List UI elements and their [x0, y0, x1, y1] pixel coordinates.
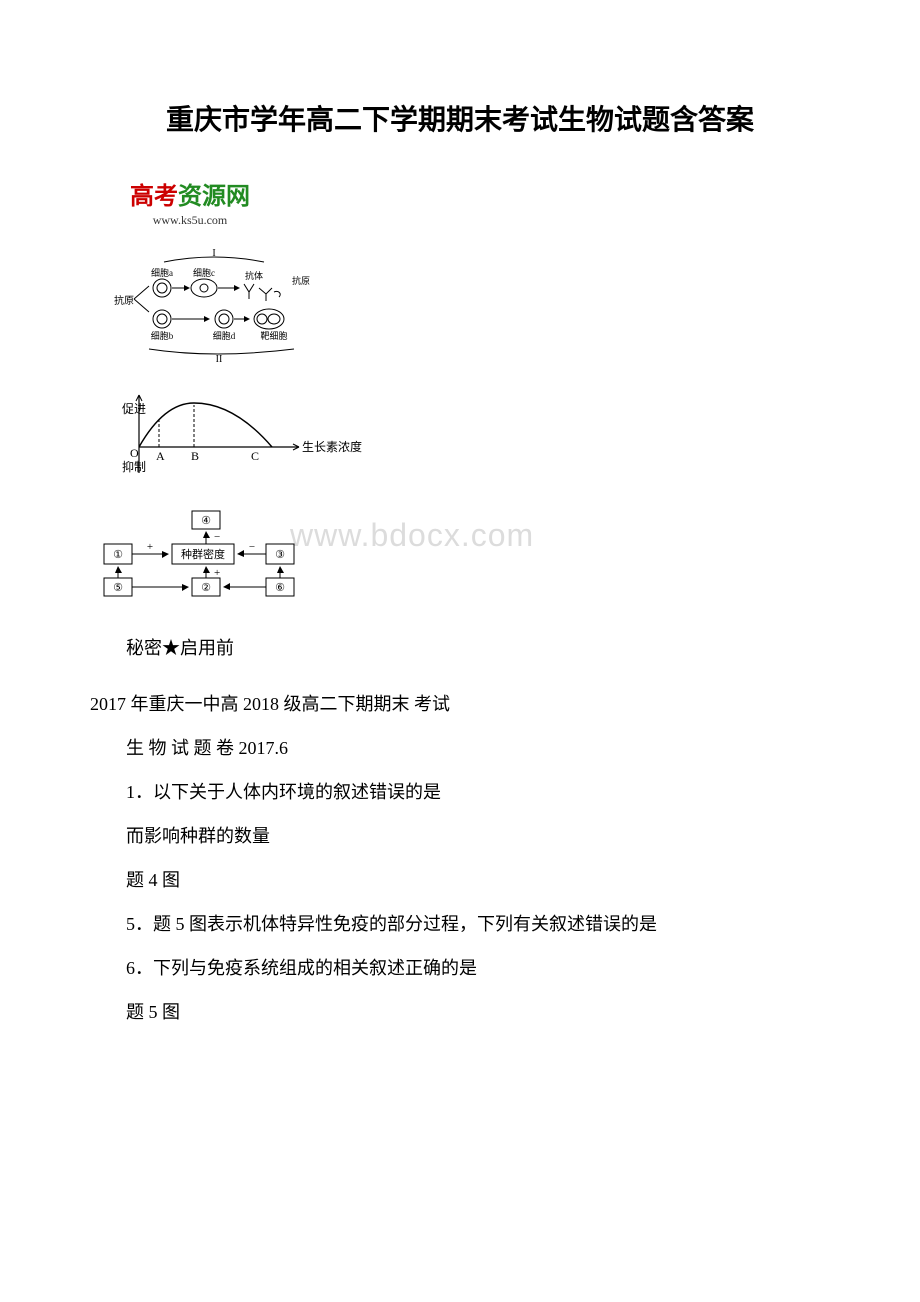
cell-c-label: 细胞c [193, 267, 215, 278]
point-a-label: A [156, 449, 165, 463]
antibody-label: 抗体 [245, 270, 263, 281]
density-center: 种群密度 [181, 547, 225, 561]
logo-text-green: 资源网 [178, 184, 250, 210]
cell-a-label: 细胞a [151, 267, 173, 278]
cell-d-label: 细胞d [213, 330, 236, 341]
plus-1: + [147, 541, 153, 553]
line-fig4: 题 4 图 [90, 862, 830, 898]
cell-b-label: 细胞b [151, 330, 174, 341]
node-4: ④ [201, 515, 211, 527]
node-1: ① [113, 549, 123, 561]
logo-url: www.ks5u.com [153, 213, 228, 228]
line-exam-title: 2017 年重庆一中高 2018 级高二下期期末 考试 [90, 686, 830, 722]
line-fig5: 题 5 图 [90, 994, 830, 1030]
immune-bottom-label: II [216, 354, 223, 364]
logo-block: 高考资源网 www.ks5u.com [90, 172, 290, 232]
node-5: ⑤ [113, 582, 123, 594]
immune-diagram: I 抗原 细胞a 细胞c 抗体 抗原 细胞b 细胞d [90, 240, 338, 373]
density-diagram-block: www.bdocx.com 种群密度 ① + ③ − ④ − [90, 502, 338, 610]
point-c-label: C [251, 449, 259, 463]
point-b-label: B [191, 449, 199, 463]
antigen-right-label: 抗原 [292, 275, 310, 286]
page-title: 重庆市学年高二下学期期末考试生物试题含答案 [90, 100, 830, 142]
x-axis-label: 生长素浓度 [302, 439, 362, 454]
y-positive-label: 促进 [122, 402, 146, 416]
line-secret: 秘密★启用前 [90, 630, 830, 666]
origin-label: O [130, 446, 139, 460]
line-fragment: 而影响种群的数量 [90, 818, 830, 854]
node-3: ③ [275, 549, 285, 561]
node-6: ⑥ [275, 582, 285, 594]
line-q5: 5．题 5 图表示机体特异性免疫的部分过程，下列有关叙述错误的是 [90, 906, 830, 942]
node-2: ② [201, 582, 211, 594]
y-negative-label: 抑制 [122, 459, 146, 474]
logo-text: 高考资源网 [130, 176, 250, 211]
graph-diagram: 促进 抑制 O A B C 生长素浓度 [90, 381, 378, 494]
body-text: 秘密★启用前 2017 年重庆一中高 2018 级高二下期期末 考试 生 物 试… [90, 630, 830, 1030]
line-q6: 6．下列与免疫系统组成的相关叙述正确的是 [90, 950, 830, 986]
immune-left-label: 抗原 [114, 294, 134, 307]
minus-3: − [249, 541, 255, 553]
plus-2: + [214, 567, 220, 579]
line-q1: 1．以下关于人体内环境的叙述错误的是 [90, 774, 830, 810]
target-cell-label: 靶细胞 [260, 330, 287, 341]
logo-text-red: 高考 [130, 184, 178, 210]
images-column: 高考资源网 www.ks5u.com I 抗原 细胞a 细胞c 抗体 抗原 细胞… [90, 172, 830, 610]
line-subject: 生 物 试 题 卷 2017.6 [90, 730, 830, 766]
minus-4: − [214, 531, 220, 543]
